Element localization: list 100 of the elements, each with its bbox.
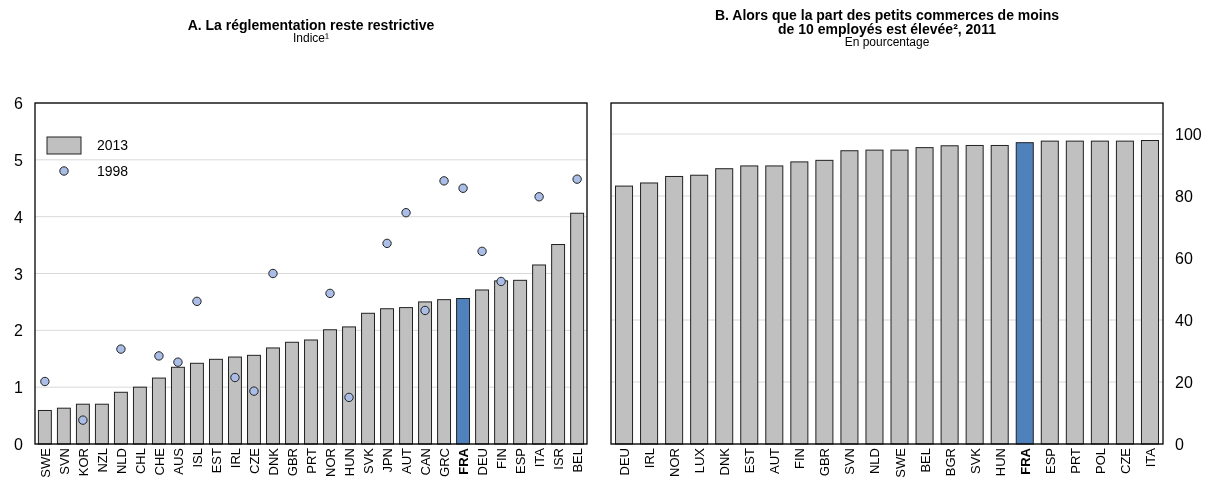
bar [399, 307, 413, 445]
bar [361, 312, 375, 445]
bar [189, 362, 204, 445]
x-tick-label: ISR [551, 448, 567, 470]
x-tick-label: AUS [170, 447, 186, 475]
y-tick-label: 40 [1175, 312, 1193, 329]
point [173, 357, 183, 367]
x-tick-label: CZE [1117, 447, 1133, 474]
y-tick-label: 100 [1175, 126, 1202, 143]
bar [815, 159, 834, 445]
bar [266, 347, 280, 445]
bar [532, 264, 547, 445]
point [458, 183, 468, 193]
bar [380, 308, 394, 445]
x-tick-label: PRT [1067, 447, 1083, 474]
point [154, 351, 164, 361]
bar [940, 145, 959, 445]
point [230, 372, 240, 383]
point [344, 392, 354, 403]
x-tick-label: AUT [767, 447, 783, 474]
x-tick-label: FRA [456, 447, 472, 475]
x-tick-label: HUN [342, 448, 358, 477]
point [496, 276, 506, 287]
bar [113, 391, 128, 445]
bar [665, 175, 684, 445]
bar [94, 403, 109, 445]
y-tick-label: 3 [14, 265, 24, 283]
y-tick-label: 4 [14, 208, 24, 226]
x-tick-label: NOR [323, 448, 339, 477]
point [401, 207, 411, 218]
bar [285, 341, 299, 445]
bar [1090, 140, 1109, 445]
x-tick-label: EST [208, 447, 224, 474]
legend-label: 2013 [97, 137, 129, 153]
bar [494, 280, 509, 445]
x-tick-label: GBR [817, 448, 833, 477]
bar [209, 358, 223, 445]
y-tick-label: 5 [14, 151, 24, 169]
x-tick-label: ESP [1042, 448, 1058, 475]
bar [551, 244, 566, 445]
bar [615, 185, 634, 445]
bar [323, 329, 337, 445]
x-tick-label: NLD [113, 448, 129, 475]
bar [915, 147, 934, 445]
y-tick-label: 0 [1175, 436, 1184, 453]
bar [965, 144, 984, 445]
y-tick-label: 6 [14, 95, 24, 112]
bar [1140, 140, 1159, 445]
x-tick-label: ESP [513, 448, 529, 475]
bar [570, 212, 585, 445]
bar [437, 299, 452, 445]
bar [1015, 142, 1034, 445]
point [268, 268, 278, 279]
x-tick-label: AUT [399, 447, 415, 474]
x-tick-label: ITA [1142, 447, 1158, 468]
point [534, 192, 544, 202]
bar [790, 161, 809, 445]
point [572, 174, 582, 184]
point [249, 386, 259, 396]
y-tick-label: 0 [14, 436, 24, 453]
bar [640, 182, 659, 445]
x-tick-label: SVN [842, 448, 858, 475]
legend-label: 1998 [97, 163, 129, 179]
bar [1065, 140, 1084, 445]
bar [247, 354, 261, 445]
point [382, 238, 392, 249]
x-tick-label: CZE [246, 447, 262, 474]
point [420, 305, 430, 316]
x-tick-label: NZL [94, 448, 110, 473]
x-tick-label: POL [1092, 448, 1108, 475]
bar [1040, 140, 1059, 445]
y-tick-label: 80 [1175, 188, 1193, 205]
x-tick-label: HUN [992, 448, 1008, 477]
bar [865, 149, 884, 445]
x-tick-label: CHE [151, 447, 167, 476]
chart-title: A. La réglementation reste restrictive [187, 17, 435, 33]
point [192, 296, 202, 307]
x-tick-label: ISL [189, 448, 205, 468]
chart-title: B. Alors que la part des petits commerces de moins de 10 employés est élevée², 2011 [714, 7, 1060, 37]
y-tick-label: 60 [1175, 250, 1193, 267]
x-tick-label: DEU [475, 448, 491, 476]
x-tick-label: ITA [532, 447, 548, 468]
point [477, 246, 487, 257]
bar [342, 326, 356, 445]
chart-subtitle: Indice¹ [292, 31, 330, 45]
x-tick-label: SVN [56, 448, 72, 475]
x-tick-label: DNK [265, 447, 281, 476]
bar [418, 301, 433, 445]
x-tick-label: CAN [418, 448, 434, 476]
bar [56, 407, 71, 445]
x-tick-label: EST [742, 447, 758, 474]
bar [513, 279, 528, 445]
y-tick-label: 1 [14, 379, 24, 397]
x-tick-label: LUX [692, 447, 708, 474]
y-tick-label: 2 [14, 322, 24, 340]
x-tick-label: NLD [867, 448, 883, 475]
x-tick-label: GRC [437, 448, 453, 477]
x-tick-label: IRL [642, 448, 658, 469]
x-tick-label: FIN [494, 448, 510, 469]
bar [740, 165, 759, 445]
